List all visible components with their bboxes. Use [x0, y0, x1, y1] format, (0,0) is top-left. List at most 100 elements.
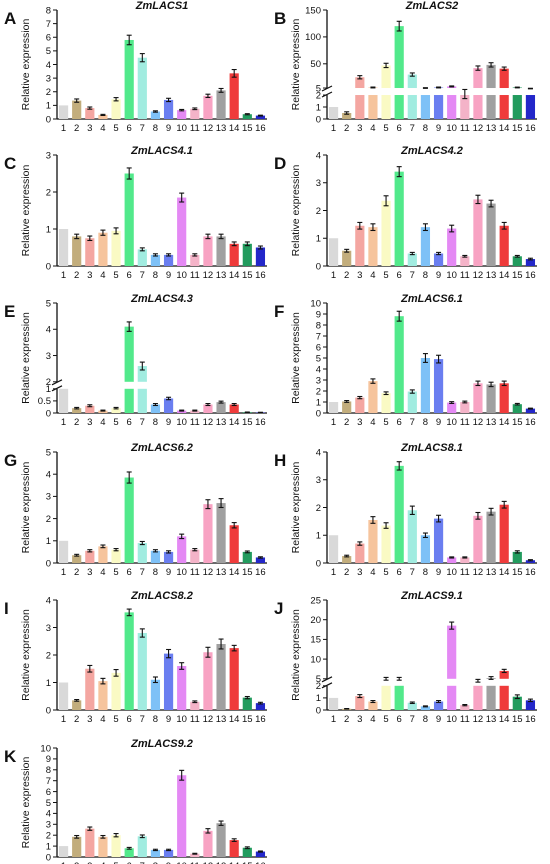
- x-tick-label: 16: [255, 567, 266, 578]
- x-tick-label: 7: [140, 714, 145, 725]
- x-tick-label: 4: [100, 714, 105, 725]
- bar-6: [394, 26, 404, 89]
- y-tick-label: 0: [316, 261, 321, 272]
- y-axis-label: Relative expression: [20, 312, 32, 404]
- bar-8: [420, 95, 431, 119]
- x-tick-label: 5: [383, 417, 388, 428]
- x-tick-label: 15: [512, 270, 523, 281]
- x-tick-label: 12: [473, 567, 484, 578]
- y-tick-label: 4: [46, 470, 51, 481]
- bar-4: [368, 95, 378, 119]
- x-tick-label: 3: [87, 714, 92, 725]
- bar-3: [355, 225, 365, 266]
- bar-10: [447, 402, 457, 413]
- y-tick-label: 4: [316, 364, 321, 375]
- bar-16: [525, 560, 536, 563]
- x-tick-label: 14: [229, 861, 240, 864]
- y-tick-label: 3: [46, 492, 51, 503]
- bar-9: [163, 551, 174, 563]
- bar-15: [512, 551, 522, 563]
- x-tick-label: 5: [113, 417, 118, 428]
- y-tick-label: 4: [46, 595, 51, 606]
- bar-5: [111, 835, 121, 857]
- bar-5: [381, 65, 391, 89]
- y-tick-label: 3: [316, 375, 321, 386]
- y-tick-label: 0: [316, 558, 321, 569]
- x-tick-label: 12: [203, 567, 214, 578]
- y-tick-label: 2: [316, 386, 321, 397]
- x-tick-label: 4: [100, 861, 105, 864]
- y-tick-label: 7: [46, 19, 51, 30]
- bar-11: [460, 557, 470, 563]
- y-tick-label: 150: [305, 5, 321, 16]
- x-tick-label: 10: [176, 123, 187, 134]
- bar-2: [72, 555, 82, 563]
- bar-6: [394, 171, 404, 266]
- y-tick-label: 2: [316, 681, 321, 692]
- y-tick-label: 1: [316, 102, 321, 113]
- x-tick-label: 11: [190, 270, 200, 281]
- x-tick-label: 3: [87, 417, 92, 428]
- bar-8: [150, 254, 161, 266]
- y-tick-label: 15: [310, 635, 321, 646]
- bar-5: [381, 200, 391, 266]
- x-tick-label: 5: [383, 714, 388, 725]
- x-tick-label: 12: [203, 714, 214, 725]
- x-tick-label: 6: [127, 567, 132, 578]
- bar-4: [368, 227, 378, 266]
- x-tick-label: 15: [512, 417, 523, 428]
- x-tick-label: 16: [525, 417, 536, 428]
- bar-2: [72, 100, 82, 119]
- bar-3: [85, 405, 95, 413]
- y-tick-label: 1: [46, 384, 51, 395]
- panel-letter: G: [4, 451, 17, 470]
- bar-7: [137, 366, 147, 382]
- x-tick-label: 4: [100, 123, 105, 134]
- x-tick-label: 8: [423, 417, 428, 428]
- y-axis-label: Relative expression: [20, 462, 32, 554]
- bar-16: [525, 95, 536, 119]
- x-tick-label: 10: [446, 123, 457, 134]
- panel-title: ZmLACS4.2: [400, 145, 463, 157]
- x-tick-label: 9: [166, 714, 171, 725]
- x-tick-label: 6: [127, 270, 132, 281]
- x-tick-label: 13: [486, 714, 497, 725]
- bar-2: [342, 556, 352, 563]
- x-tick-label: 1: [61, 567, 66, 578]
- bar-8: [420, 227, 431, 266]
- x-tick-label: 2: [344, 417, 349, 428]
- bar-7: [137, 633, 147, 710]
- bar-1: [58, 846, 69, 857]
- y-tick-label: 0.5: [38, 396, 51, 407]
- x-tick-label: 16: [525, 714, 536, 725]
- y-axis-label: Relative expression: [290, 165, 302, 257]
- x-tick-label: 12: [473, 123, 484, 134]
- bar-5: [111, 549, 121, 563]
- x-tick-label: 2: [74, 714, 79, 725]
- y-tick-label: 0: [316, 114, 321, 125]
- x-tick-label: 15: [242, 714, 253, 725]
- bar-1: [58, 682, 69, 710]
- x-tick-label: 6: [397, 270, 402, 281]
- bar-14: [229, 404, 239, 413]
- bar-2: [72, 236, 82, 266]
- panel-letter: D: [274, 154, 286, 173]
- x-tick-label: 9: [166, 270, 171, 281]
- y-tick-label: 10: [310, 654, 321, 665]
- bar-5: [381, 95, 391, 119]
- y-tick-label: 1: [316, 693, 321, 704]
- bar-1: [328, 535, 339, 563]
- x-tick-label: 5: [113, 270, 118, 281]
- bar-11: [190, 549, 200, 563]
- bar-12: [473, 685, 483, 710]
- panel-title: ZmLACS6.1: [400, 293, 463, 305]
- bar-16: [525, 259, 536, 266]
- bar-13: [486, 64, 496, 89]
- y-tick-label: 1: [316, 397, 321, 408]
- bar-15: [242, 243, 252, 266]
- panel-title: ZmLACS8.2: [130, 590, 193, 602]
- bar-8: [420, 535, 431, 563]
